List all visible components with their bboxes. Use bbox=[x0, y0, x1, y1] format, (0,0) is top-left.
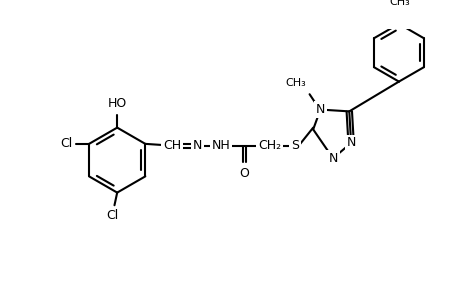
Text: N: N bbox=[193, 139, 202, 152]
Text: Cl: Cl bbox=[61, 137, 73, 150]
Text: N: N bbox=[328, 152, 337, 165]
Text: CH₂: CH₂ bbox=[258, 139, 281, 152]
Text: NH: NH bbox=[211, 139, 230, 152]
Text: Cl: Cl bbox=[106, 209, 118, 222]
Text: CH₃: CH₃ bbox=[389, 0, 409, 7]
Text: N: N bbox=[346, 136, 355, 149]
Text: O: O bbox=[239, 167, 249, 180]
Text: N: N bbox=[315, 103, 325, 116]
Text: CH: CH bbox=[163, 139, 181, 152]
Text: HO: HO bbox=[107, 98, 127, 110]
Text: S: S bbox=[291, 139, 298, 152]
Text: CH₃: CH₃ bbox=[285, 78, 305, 88]
